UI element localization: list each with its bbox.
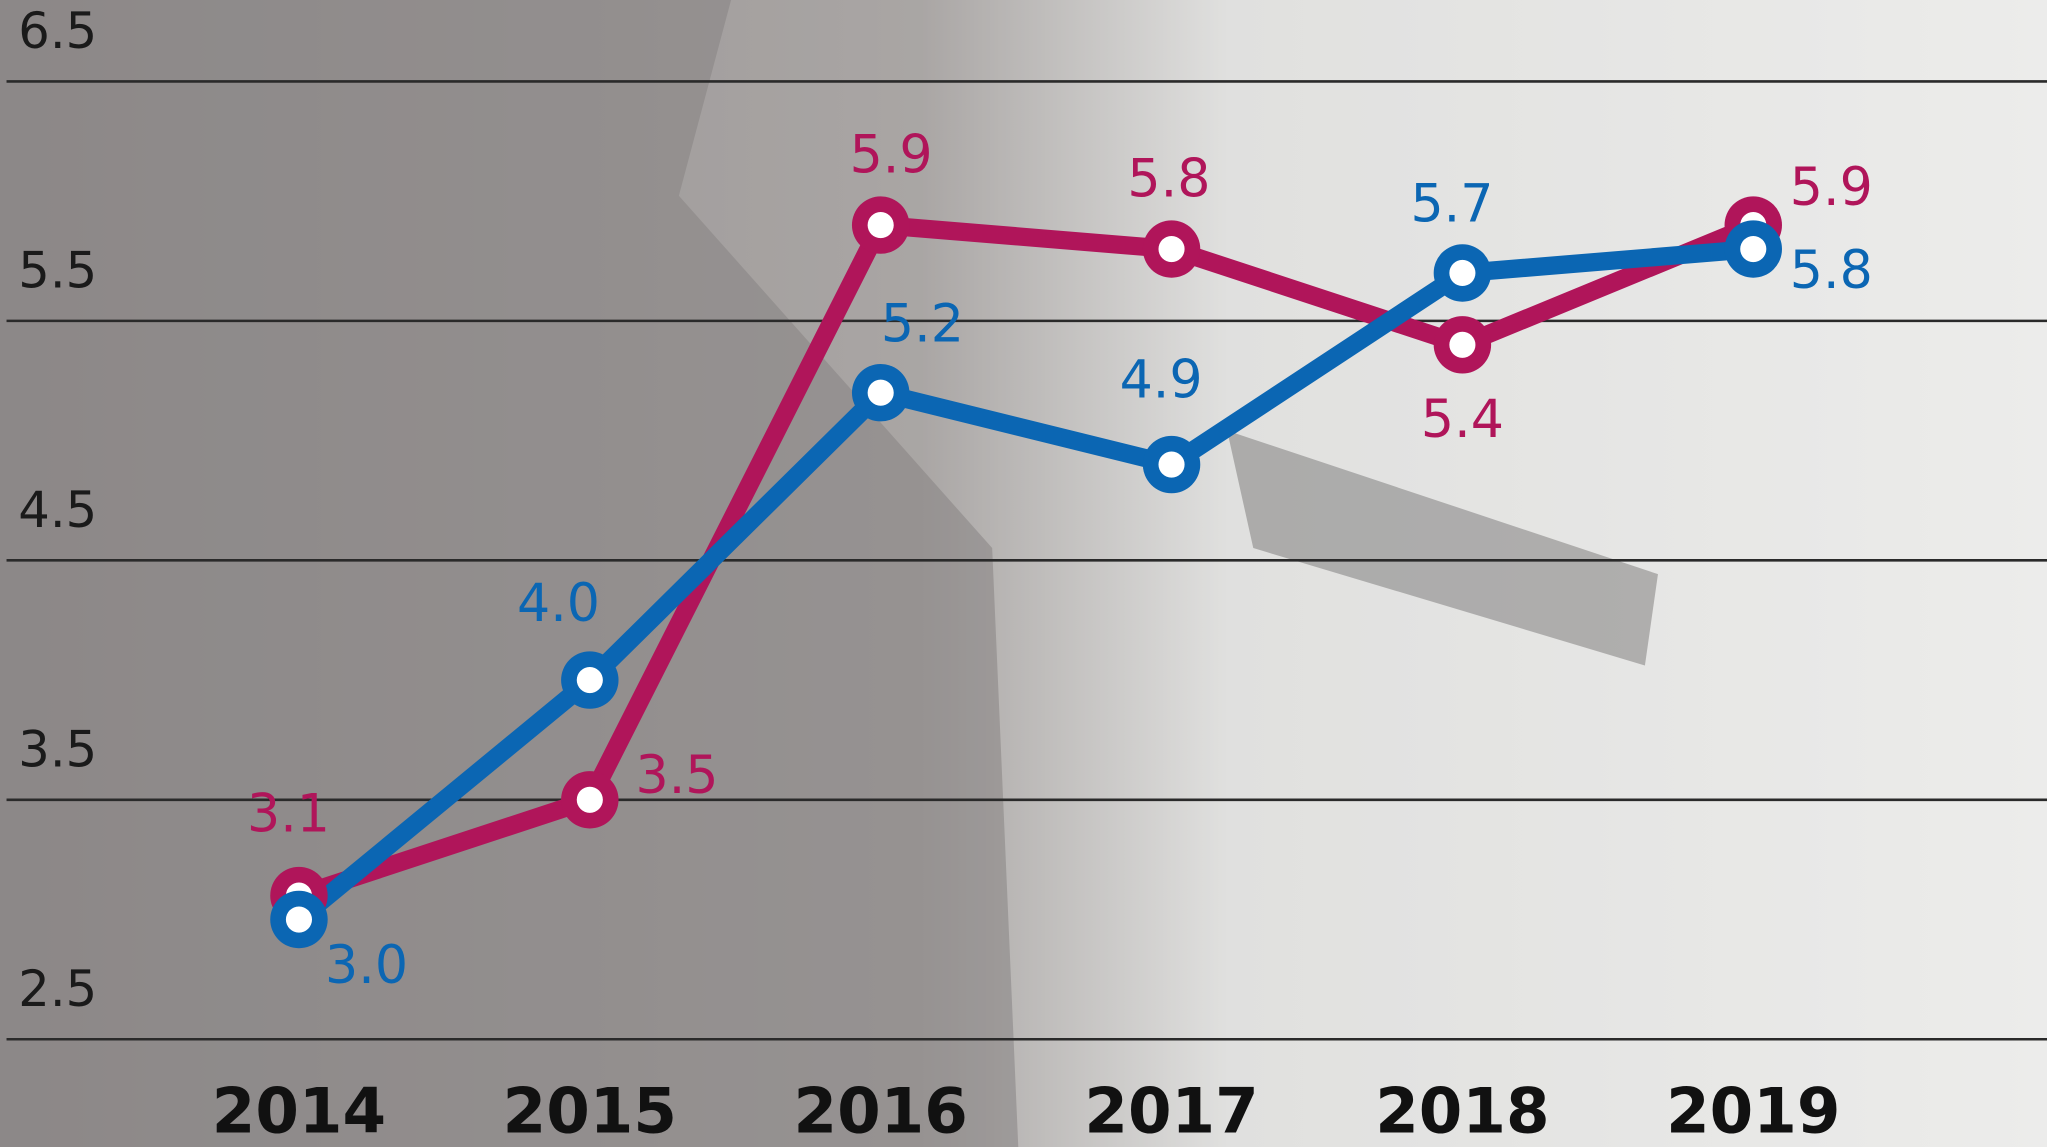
value-label: 5.4 — [1421, 390, 1504, 450]
y-tick-label: 3.5 — [18, 720, 97, 778]
value-label: 5.8 — [1127, 149, 1210, 209]
x-tick-label: 2015 — [503, 1075, 677, 1147]
value-label: 5.2 — [881, 294, 964, 354]
point-center — [577, 667, 603, 693]
value-label: 3.1 — [247, 784, 330, 844]
value-label: 4.9 — [1120, 351, 1203, 411]
point-center — [868, 380, 894, 406]
value-label: 3.5 — [636, 746, 719, 806]
x-tick-label: 2014 — [212, 1075, 386, 1147]
background-veil — [0, 0, 2047, 1147]
value-label: 5.7 — [1410, 175, 1493, 235]
value-label: 4.0 — [517, 574, 600, 634]
y-tick-label: 6.5 — [18, 2, 97, 60]
point-center — [286, 906, 312, 932]
point-center — [868, 212, 894, 238]
x-tick-label: 2018 — [1375, 1075, 1549, 1147]
x-tick-label: 2016 — [794, 1075, 968, 1147]
chart: 2.5 3.5 4.5 5.5 6.5 2014 2015 2016 2017 2018 2019 3… — [0, 0, 2047, 1147]
y-tick-label: 5.5 — [18, 241, 97, 299]
point-center — [577, 787, 603, 813]
y-tick-label: 2.5 — [18, 960, 97, 1018]
point-center — [1449, 260, 1475, 286]
x-tick-label: 2019 — [1666, 1075, 1840, 1147]
value-label: 3.0 — [325, 936, 408, 996]
point-center — [1449, 332, 1475, 358]
value-label: 5.9 — [1790, 158, 1873, 218]
x-tick-label: 2017 — [1084, 1075, 1258, 1147]
page: {"chart_data": {"type": "line", "categor… — [0, 0, 2047, 1147]
point-center — [1740, 236, 1766, 262]
y-tick-label: 4.5 — [18, 481, 97, 539]
value-label: 5.9 — [850, 126, 933, 186]
point-center — [1158, 236, 1184, 262]
point-center — [1158, 451, 1184, 477]
value-label: 5.8 — [1790, 241, 1873, 301]
